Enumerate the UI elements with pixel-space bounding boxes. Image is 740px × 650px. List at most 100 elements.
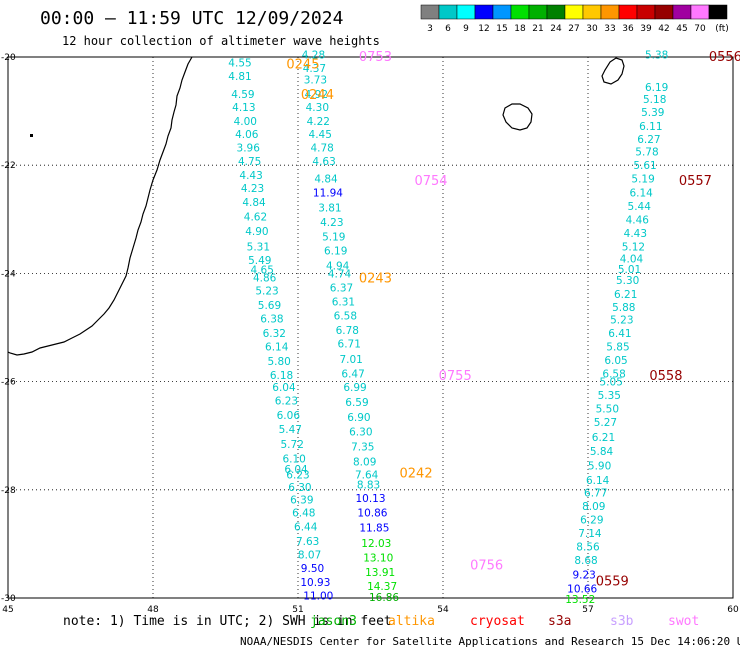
swh-value: 13.52 bbox=[565, 594, 595, 606]
swh-value: 6.30 bbox=[349, 426, 372, 438]
swh-value: 4.78 bbox=[310, 142, 333, 154]
x-tick-label: 60 bbox=[727, 605, 739, 615]
swh-value: 5.69 bbox=[258, 300, 281, 312]
scale-swatch bbox=[672, 4, 692, 20]
scale-swatch bbox=[546, 4, 566, 20]
swh-value: 8.09 bbox=[582, 501, 605, 513]
scale-swatch bbox=[456, 4, 476, 20]
swh-value: 4.43 bbox=[624, 228, 647, 240]
pass-time: 0559 bbox=[596, 575, 629, 590]
scale-label: 36 bbox=[622, 24, 634, 34]
swh-value: 4.84 bbox=[314, 174, 338, 186]
pass-time: 0244 bbox=[301, 88, 334, 103]
swh-value: 4.65 bbox=[251, 265, 274, 277]
mission-cryosat: cryosat bbox=[470, 614, 525, 629]
swh-value: 6.31 bbox=[332, 297, 355, 309]
scale-swatch bbox=[474, 4, 494, 20]
swh-value: 5.78 bbox=[635, 147, 658, 159]
swh-value: 6.11 bbox=[639, 121, 662, 133]
scale-swatch bbox=[618, 4, 638, 20]
scale-swatch bbox=[510, 4, 530, 20]
swh-value: 6.32 bbox=[263, 328, 286, 340]
swh-value: 6.04 bbox=[272, 382, 296, 394]
swh-value: 5.05 bbox=[600, 377, 623, 389]
swh-value: 6.38 bbox=[260, 313, 283, 325]
swh-value: 6.90 bbox=[347, 412, 370, 424]
swh-value: 4.28 bbox=[302, 49, 325, 61]
scale-label: 39 bbox=[640, 24, 652, 34]
scale-label: 24 bbox=[550, 24, 562, 34]
swh-value: 6.27 bbox=[637, 134, 660, 146]
y-tick-label: -20 bbox=[1, 53, 16, 63]
pass-time: 0242 bbox=[400, 466, 433, 481]
scale-swatch bbox=[564, 4, 584, 20]
swh-value: 6.41 bbox=[608, 328, 631, 340]
swh-value: 8.07 bbox=[298, 550, 321, 562]
swh-value: 5.30 bbox=[616, 275, 639, 287]
swh-value: 4.84 bbox=[242, 197, 266, 209]
swh-value: 4.00 bbox=[234, 116, 257, 128]
scale-label: 3 bbox=[427, 24, 433, 34]
mission-legend: jason3 altika cryosat s3a s3b swot bbox=[310, 614, 699, 629]
pass-time: 0245 bbox=[286, 57, 319, 72]
swh-value: 10.66 bbox=[567, 583, 597, 595]
y-tick-label: -24 bbox=[1, 269, 16, 279]
swh-value: 4.94 bbox=[326, 260, 350, 272]
altika-descending: 4.55 4.81 4.594.13 4.004.063.96 4.75 4.434.23… bbox=[228, 57, 333, 602]
scale-swatch bbox=[492, 4, 512, 20]
swh-value: 7.63 bbox=[296, 536, 319, 548]
swh-value: 7.64 bbox=[355, 470, 379, 482]
footer-credit: NOAA/NESDIS Center for Satellite Applica… bbox=[240, 635, 740, 648]
pass-time: 0243 bbox=[359, 272, 392, 287]
mission-jason3: jason3 bbox=[310, 614, 357, 629]
swh-value: 5.49 bbox=[248, 255, 271, 267]
scale-label: 33 bbox=[604, 24, 615, 34]
scale-label: 15 bbox=[496, 24, 507, 34]
coastline bbox=[7, 56, 625, 356]
mission-s3b: s3b bbox=[610, 614, 634, 629]
swh-value: 6.14 bbox=[586, 475, 610, 487]
swot-ascending: 4.28 4.373.73 4.924.30 4.224.454.78 4.63 4.84… bbox=[302, 49, 400, 604]
swh-value: 6.18 bbox=[270, 370, 293, 382]
scale-label: 9 bbox=[463, 24, 469, 34]
swh-value: 11.85 bbox=[359, 523, 389, 535]
swh-value: 5.18 bbox=[643, 94, 666, 106]
swh-value: 6.99 bbox=[343, 382, 366, 394]
swh-value: 4.92 bbox=[305, 89, 328, 101]
swh-value: 5.88 bbox=[612, 302, 635, 314]
small-islet bbox=[30, 134, 33, 137]
x-tick-label: 51 bbox=[292, 605, 303, 615]
swh-value: 4.75 bbox=[238, 156, 261, 168]
swh-value: 6.48 bbox=[292, 508, 315, 520]
axis-tick-labels: 45 48 51 54 57 60 -20 -22 -24 -26 -28 -30 bbox=[1, 53, 739, 615]
swh-value: 11.00 bbox=[303, 590, 333, 602]
swh-value: 6.21 bbox=[614, 289, 637, 301]
swh-value: 7.35 bbox=[351, 442, 374, 454]
swh-value: 6.10 bbox=[282, 453, 305, 465]
swh-value: 10.93 bbox=[300, 577, 330, 589]
swh-value: 11.94 bbox=[313, 187, 343, 199]
scale-label: 21 bbox=[532, 24, 543, 34]
swh-value: 8.09 bbox=[353, 457, 376, 469]
scale-swatch bbox=[420, 4, 440, 20]
scale-label: 30 bbox=[586, 24, 598, 34]
swh-value: 5.61 bbox=[633, 160, 656, 172]
pass-time: 0556 bbox=[709, 50, 740, 65]
swh-value: 6.58 bbox=[602, 368, 625, 380]
swh-value: 4.90 bbox=[245, 226, 268, 238]
swh-value: 4.63 bbox=[312, 156, 335, 168]
mission-s3a: s3a bbox=[548, 614, 571, 629]
swh-value: 4.43 bbox=[239, 170, 262, 182]
swh-value: 3.73 bbox=[304, 75, 327, 87]
scale-label: (ft) bbox=[715, 24, 729, 34]
swh-value: 13.91 bbox=[365, 567, 395, 579]
swh-value: 5.23 bbox=[610, 314, 633, 326]
swh-value: 6.39 bbox=[290, 495, 313, 507]
swh-value: 5.27 bbox=[594, 417, 617, 429]
swh-value: 6.47 bbox=[341, 368, 364, 380]
pass-time: 0753 bbox=[359, 50, 392, 65]
scale-label: 12 bbox=[478, 24, 489, 34]
swh-value: 6.77 bbox=[584, 488, 607, 500]
x-tick-label: 54 bbox=[437, 605, 449, 615]
scale-swatch bbox=[582, 4, 602, 20]
